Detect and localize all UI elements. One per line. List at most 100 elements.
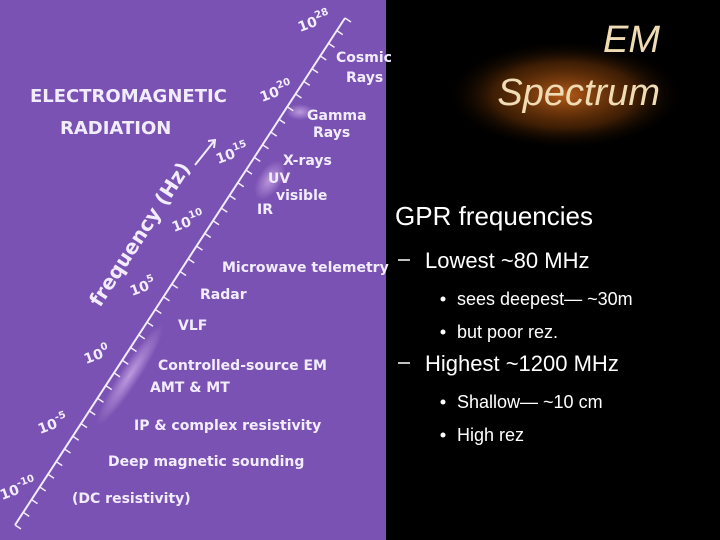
axis-tick: [121, 359, 129, 365]
axis-tick: [229, 194, 236, 201]
glow-patch: [286, 104, 314, 120]
figure-heading: RADIATION: [60, 118, 171, 139]
band-label: VLF: [178, 318, 207, 334]
frequency-label: 105: [127, 273, 158, 300]
band-label: Controlled-source EM: [158, 358, 327, 374]
axis-tick: [113, 372, 121, 378]
axis-tick: [64, 448, 71, 454]
axis-tick: [22, 511, 30, 517]
band-label: AMT & MT: [150, 380, 230, 396]
sub-sub-bullet-text: Shallow— ~10 cm: [457, 392, 603, 412]
bullet-dot: [440, 432, 446, 438]
axis-tick: [130, 346, 137, 353]
band-label: X-rays: [283, 153, 332, 169]
band-label: visible: [276, 188, 327, 204]
axis-tick: [80, 422, 88, 429]
sub-sub-bullet-text: sees deepest— ~30m: [457, 289, 633, 309]
axis-tick: [72, 435, 80, 441]
axis-tick: [146, 321, 154, 327]
glow-patch: [96, 324, 164, 426]
axis-tick: [31, 499, 38, 505]
frequency-base: 10: [214, 146, 238, 168]
frequency-label: 1028: [295, 6, 333, 35]
axis-tick: [253, 156, 261, 163]
axis-tick: [286, 106, 294, 112]
axis-tick: [319, 55, 327, 61]
axis-tick: [39, 486, 47, 492]
frequency-exponent: 0: [99, 341, 109, 354]
axis-tick: [204, 232, 212, 239]
arrow-head: [207, 138, 217, 149]
frequency-base: 10: [36, 416, 60, 438]
axis-tick: [220, 207, 228, 213]
bullet-text: GPR frequencies: [395, 201, 593, 231]
frequency-exponent: 20: [275, 76, 292, 91]
band-label: IR: [257, 202, 273, 218]
frequency-base: 10: [0, 482, 22, 504]
band-label: Cosmic: [336, 50, 392, 66]
frequency-exponent: -5: [53, 409, 67, 423]
sub-sub-bullet-text: High rez: [457, 425, 524, 445]
band-label: Gamma: [307, 108, 367, 124]
axis-tick: [171, 283, 179, 289]
axis-tick: [97, 397, 104, 403]
axis-tick: [212, 220, 220, 226]
frequency-label: 1020: [257, 76, 295, 105]
axis-tick: [270, 131, 278, 137]
bullet-dot: [440, 329, 446, 335]
band-label: IP & complex resistivity: [134, 418, 321, 434]
frequency-base: 10: [128, 278, 152, 300]
axis-tick: [245, 169, 253, 175]
frequency-label: 1010: [169, 206, 207, 235]
band-label: (DC resistivity): [72, 491, 191, 507]
axis-tick: [47, 473, 55, 479]
sub-bullet-text: Lowest ~80 MHz: [425, 248, 589, 273]
axis-tick: [328, 42, 335, 48]
frequency-base: 10: [296, 14, 320, 36]
figure-heading: ELECTROMAGNETIC: [30, 86, 227, 107]
frequency-base: 10: [258, 84, 282, 106]
axis-tick: [303, 80, 311, 86]
title: Spectrum: [497, 72, 660, 114]
axis-tick: [105, 384, 113, 391]
axis-tick: [344, 17, 352, 23]
band-label: Radar: [200, 287, 247, 303]
band-label: Microwave telemetry: [222, 260, 389, 276]
title-glow: [445, 40, 685, 150]
sub-sub-bullet-text: but poor rez.: [457, 322, 558, 342]
bullet-dot: [440, 296, 446, 302]
frequency-exponent: 10: [187, 206, 204, 221]
arrow: [194, 139, 216, 166]
axis-tick: [14, 524, 22, 530]
axis-tick: [88, 410, 96, 416]
axis-tick: [138, 334, 146, 340]
frequency-label: 100: [81, 341, 112, 368]
frequency-base: 10: [170, 214, 194, 236]
band-label: Deep magnetic sounding: [108, 454, 304, 470]
frequency-label: 10-5: [35, 409, 70, 437]
bullet-dot: [440, 399, 446, 405]
frequency-exponent: 28: [313, 6, 330, 21]
axis-tick: [179, 270, 187, 277]
band-label: Rays: [346, 70, 383, 86]
axis-tick: [237, 182, 245, 188]
axis-tick: [311, 68, 319, 74]
axis-tick: [55, 461, 63, 467]
axis-tick: [278, 118, 286, 125]
frequency-base: 10: [82, 346, 106, 368]
sub-bullet-text: Highest ~1200 MHz: [425, 351, 619, 376]
title: EM: [603, 19, 660, 61]
glow-patch: [254, 160, 286, 200]
axis-tick: [295, 93, 302, 99]
frequency-label: 1015: [213, 138, 251, 167]
frequency-exponent: 5: [145, 273, 155, 286]
axis-tick: [163, 296, 170, 302]
band-label: Rays: [313, 125, 350, 141]
band-label: UV: [268, 171, 290, 187]
axis-tick: [187, 258, 195, 264]
axis-tick: [336, 30, 344, 36]
axis-tick: [154, 308, 162, 315]
axis-tick: [262, 144, 269, 150]
